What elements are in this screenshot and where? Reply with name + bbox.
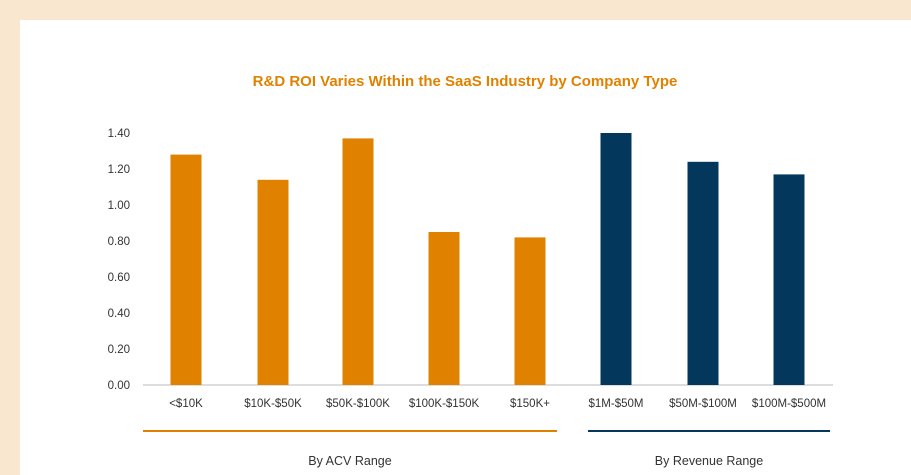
bar xyxy=(600,133,632,385)
x-tick-label: $100M-$500M xyxy=(752,398,826,410)
x-tick-label: <$10K xyxy=(169,398,203,410)
bars xyxy=(170,133,805,385)
bar xyxy=(170,154,202,385)
chart-card xyxy=(20,20,911,475)
y-tick-label: 0.80 xyxy=(108,236,130,248)
x-axis-ticks: <$10K $10K-$50K $50K-$100K $100K-$150K $150K… xyxy=(169,398,826,410)
bar xyxy=(514,237,546,385)
y-tick-label: 0.00 xyxy=(108,380,130,392)
y-tick-label: 0.20 xyxy=(108,344,130,356)
y-tick-label: 0.60 xyxy=(108,272,130,284)
bar xyxy=(428,232,460,385)
x-tick-label: $10K-$50K xyxy=(244,398,302,410)
group-labels: By ACV Range By Revenue Range xyxy=(143,430,830,468)
y-tick-label: 1.40 xyxy=(108,128,130,140)
y-tick-label: 1.20 xyxy=(108,164,130,176)
x-tick-label: $50M-$100M xyxy=(669,398,737,410)
group-label: By ACV Range xyxy=(308,454,391,468)
x-tick-label: $100K-$150K xyxy=(409,398,480,410)
y-tick-label: 1.00 xyxy=(108,200,130,212)
x-tick-label: $50K-$100K xyxy=(326,398,390,410)
x-tick-label: $150K+ xyxy=(510,398,550,410)
bar xyxy=(687,161,719,385)
bar xyxy=(342,138,374,385)
bar xyxy=(773,174,805,385)
group-label: By Revenue Range xyxy=(655,454,763,468)
chart-title: R&D ROI Varies Within the SaaS Industry … xyxy=(253,73,678,90)
bar xyxy=(257,179,289,385)
x-tick-label: $1M-$50M xyxy=(589,398,644,410)
y-tick-label: 0.40 xyxy=(108,308,130,320)
y-axis-ticks: 0.00 0.20 0.40 0.60 0.80 1.00 1.20 1.40 xyxy=(108,128,130,392)
